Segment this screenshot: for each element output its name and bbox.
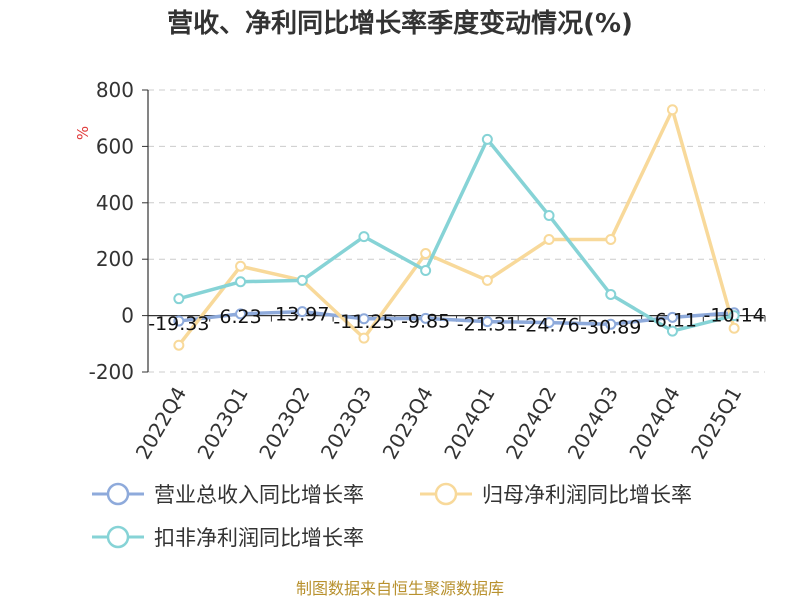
data-point[interactable] [173,339,185,351]
data-point[interactable] [605,318,617,330]
legend-label: 营业总收入同比增长率 [154,483,364,507]
legend-item-2[interactable]: 扣非净利润同比增长率 [92,525,364,550]
data-point[interactable] [296,306,308,318]
data-point[interactable] [666,104,678,116]
x-tick-label: 2023Q3 [316,383,376,464]
chart-title: 营收、净利同比增长率季度变动情况(%) [167,8,633,39]
data-label: -11.25 [333,311,394,333]
legend-item-0[interactable]: 营业总收入同比增长率 [92,482,364,507]
data-point[interactable] [543,209,555,221]
x-tick-label: 2022Q4 [131,383,191,464]
data-point[interactable] [358,313,370,325]
data-label: 6.23 [219,306,261,328]
data-point[interactable] [358,332,370,344]
data-source-note: 制图数据来自恒生聚源数据库 [296,579,504,598]
legend-swatch-marker [434,482,458,506]
data-point[interactable] [420,248,432,260]
data-point[interactable] [728,310,740,322]
y-tick-label: 800 [96,78,134,102]
x-tick-label: 2024Q3 [563,383,623,464]
data-point[interactable] [420,312,432,324]
data-label: -24.76 [518,315,579,337]
data-point[interactable] [420,264,432,276]
legend-swatch-marker [106,482,130,506]
x-tick-label: 2025Q1 [686,383,746,464]
series-line-1 [177,107,736,347]
data-point[interactable] [543,317,555,329]
data-point[interactable] [543,233,555,245]
data-labels: -19.33 6.23 13.97 -11.25 -9.85 -21.31 -24.76 -3… [148,304,765,339]
data-point[interactable] [173,293,185,305]
legend-label: 归母净利润同比增长率 [482,483,692,507]
data-point[interactable] [666,311,678,323]
data-point[interactable] [605,288,617,300]
data-point[interactable] [481,316,493,328]
data-point[interactable] [666,325,678,337]
x-tick-label: 2024Q4 [624,383,684,464]
y-tick-label: -200 [89,360,134,384]
data-point[interactable] [235,308,247,320]
x-tick-label: 2023Q2 [254,383,314,464]
data-label: -6.11 [648,309,697,331]
x-tick-label: 2024Q1 [439,383,499,464]
x-tick-label: 2023Q1 [192,383,252,464]
y-tick-label: 600 [96,134,134,158]
data-point[interactable] [235,260,247,272]
data-label: -19.33 [148,313,209,335]
data-point[interactable] [173,315,185,327]
data-point[interactable] [605,233,617,245]
data-label: 13.97 [275,304,329,326]
data-label: -21.31 [457,314,518,336]
data-label: -30.89 [580,316,641,338]
legend-item-1[interactable]: 归母净利润同比增长率 [420,482,692,507]
y-tick-label: 200 [96,247,134,271]
data-point[interactable] [481,274,493,286]
legend-label: 扣非净利润同比增长率 [154,526,364,550]
data-label: -10.14 [704,305,765,327]
data-point[interactable] [728,322,740,334]
data-label: -9.85 [401,310,450,332]
y-tick-label: 400 [96,191,134,215]
series-lines [173,104,740,351]
y-tick-label: 0 [121,304,134,328]
data-point[interactable] [481,133,493,145]
data-point[interactable] [296,274,308,286]
series-line-2 [178,137,735,333]
legend-swatch-marker [106,525,130,549]
y-axis-unit: % [74,126,92,140]
series-line-0 [178,309,735,327]
data-point[interactable] [235,276,247,288]
data-point[interactable] [358,231,370,243]
x-tick-label: 2024Q2 [501,383,561,464]
x-tick-label: 2023Q4 [378,383,438,464]
